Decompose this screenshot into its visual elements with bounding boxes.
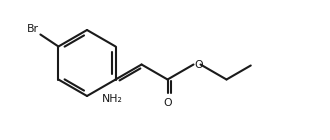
Text: O: O bbox=[163, 99, 172, 108]
Text: NH₂: NH₂ bbox=[102, 94, 123, 103]
Text: Br: Br bbox=[26, 24, 38, 33]
Text: O: O bbox=[194, 60, 203, 69]
